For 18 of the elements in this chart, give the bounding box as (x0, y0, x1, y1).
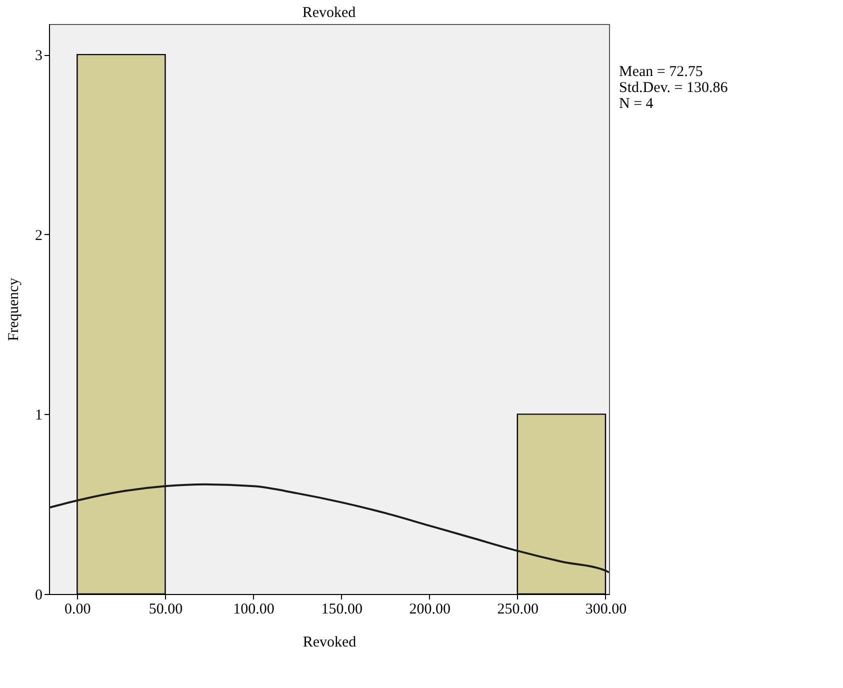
y-tick-label: 1 (35, 408, 42, 424)
text: N = 4 (619, 96, 654, 112)
chart-title: Revoked (302, 5, 356, 21)
x-axis-title: Revoked (302, 634, 357, 650)
y-tick-label: 2 (35, 228, 42, 244)
x-tick-label: 250.00 (497, 602, 539, 618)
x-tick-label: 0.00 (64, 602, 91, 618)
y-tick-label: 3 (35, 48, 42, 64)
x-tick-label: 200.00 (409, 602, 450, 618)
text: Std.Dev. = 130.86 (619, 80, 728, 96)
y-axis-title: Frequency (6, 277, 22, 342)
x-tick-label: 50.00 (148, 602, 183, 618)
x-tick-label: 150.00 (321, 602, 362, 618)
y-tick-label: 0 (35, 588, 42, 604)
line-series (49, 483, 609, 574)
x-tick-label: 300.00 (585, 602, 627, 618)
x-tick-label: 100.00 (233, 602, 274, 618)
text: Mean = 72.75 (619, 64, 703, 80)
